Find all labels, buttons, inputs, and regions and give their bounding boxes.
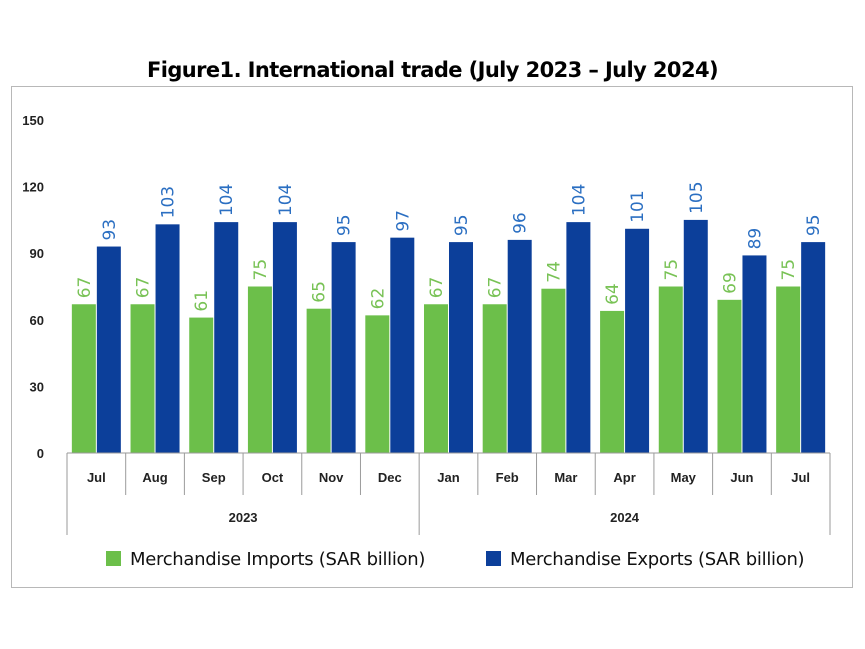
exports-data-label: 104 — [217, 184, 237, 216]
legend: Merchandise Imports (SAR billion) Merchan… — [106, 549, 805, 570]
exports-data-label: 101 — [628, 190, 648, 222]
imports-bar — [658, 286, 683, 453]
x-tick-label: Apr — [613, 470, 635, 485]
imports-bar — [247, 286, 272, 453]
exports-data-label: 96 — [511, 212, 531, 234]
y-tick-label: 30 — [30, 379, 44, 394]
exports-data-label: 103 — [159, 186, 179, 218]
x-tick-label: Feb — [496, 470, 519, 485]
x-tick-label: May — [671, 470, 697, 485]
imports-data-label: 75 — [662, 259, 682, 281]
exports-data-label: 104 — [569, 184, 589, 216]
x-tick-label: Jun — [730, 470, 753, 485]
imports-data-label: 75 — [251, 259, 271, 281]
y-tick-label: 60 — [30, 313, 44, 328]
exports-bar — [507, 239, 532, 453]
x-tick-label: Mar — [554, 470, 577, 485]
x-axis: Jul Aug Sep Oct Nov Dec Jan Feb Mar Apr May Jun Jul 2… — [66, 452, 831, 535]
imports-data-label: 74 — [544, 261, 564, 283]
exports-bar — [155, 224, 180, 453]
exports-bar — [390, 237, 415, 453]
exports-data-label: 97 — [393, 210, 413, 232]
exports-bar — [272, 222, 297, 453]
exports-bar — [214, 222, 239, 453]
imports-bar — [306, 308, 331, 453]
imports-data-label: 75 — [779, 259, 799, 281]
x-tick-label: Nov — [319, 470, 344, 485]
exports-data-label: 104 — [276, 184, 296, 216]
imports-bar — [71, 304, 96, 453]
exports-data-label: 105 — [687, 181, 707, 213]
imports-data-label: 67 — [134, 277, 154, 299]
exports-bar — [96, 246, 121, 453]
y-axis: 0 30 60 90 120 150 — [22, 113, 44, 461]
data-labels: 67 93 67 103 61 104 75 104 65 95 62 97 67 95 67 96 74 104… — [75, 181, 824, 311]
exports-data-label: 95 — [804, 214, 824, 236]
exports-bar — [331, 242, 356, 453]
exports-bar — [625, 228, 650, 453]
imports-bar — [189, 317, 214, 453]
imports-data-label: 61 — [192, 290, 212, 312]
exports-bar — [683, 219, 708, 453]
imports-legend-swatch — [106, 551, 121, 566]
y-tick-label: 150 — [22, 113, 44, 128]
y-tick-label: 0 — [37, 446, 44, 461]
exports-bar — [449, 242, 473, 453]
imports-bar — [776, 286, 801, 453]
x-tick-label: Jul — [87, 470, 106, 485]
exports-data-label: 93 — [100, 219, 120, 241]
imports-bar — [365, 315, 390, 453]
imports-data-label: 67 — [486, 277, 506, 299]
imports-bar — [717, 299, 742, 453]
bars — [71, 219, 826, 453]
imports-bar — [541, 288, 566, 453]
imports-bar — [424, 304, 448, 453]
exports-legend-swatch — [486, 551, 501, 566]
imports-bar — [130, 304, 155, 453]
x-tick-label: Sep — [202, 470, 226, 485]
imports-data-label: 67 — [427, 277, 447, 299]
imports-data-label: 64 — [603, 283, 623, 305]
imports-data-label: 69 — [720, 272, 740, 294]
imports-data-label: 62 — [368, 288, 388, 310]
exports-data-label: 95 — [335, 214, 355, 236]
imports-legend-label: Merchandise Imports (SAR billion) — [130, 549, 425, 570]
exports-bar — [742, 255, 767, 453]
imports-data-label: 67 — [75, 277, 95, 299]
x-tick-label: Oct — [262, 470, 284, 485]
x-tick-label: Jul — [791, 470, 810, 485]
exports-data-label: 89 — [745, 228, 765, 250]
x-tick-label: Dec — [378, 470, 402, 485]
year-group-label: 2023 — [229, 510, 258, 525]
chart-frame — [11, 86, 853, 588]
x-tick-label: Jan — [437, 470, 459, 485]
imports-data-label: 65 — [310, 281, 330, 303]
y-tick-label: 120 — [22, 180, 44, 195]
y-tick-label: 90 — [30, 246, 44, 261]
x-tick-label: Aug — [142, 470, 167, 485]
exports-bar — [801, 242, 826, 453]
exports-bar — [566, 222, 591, 453]
exports-legend-label: Merchandise Exports (SAR billion) — [510, 549, 804, 570]
year-group-label: 2024 — [610, 510, 640, 525]
exports-data-label: 95 — [452, 214, 472, 236]
imports-bar — [600, 310, 625, 453]
imports-bar — [482, 304, 507, 453]
chart-title: Figure1. International trade (July 2023 … — [147, 58, 719, 82]
